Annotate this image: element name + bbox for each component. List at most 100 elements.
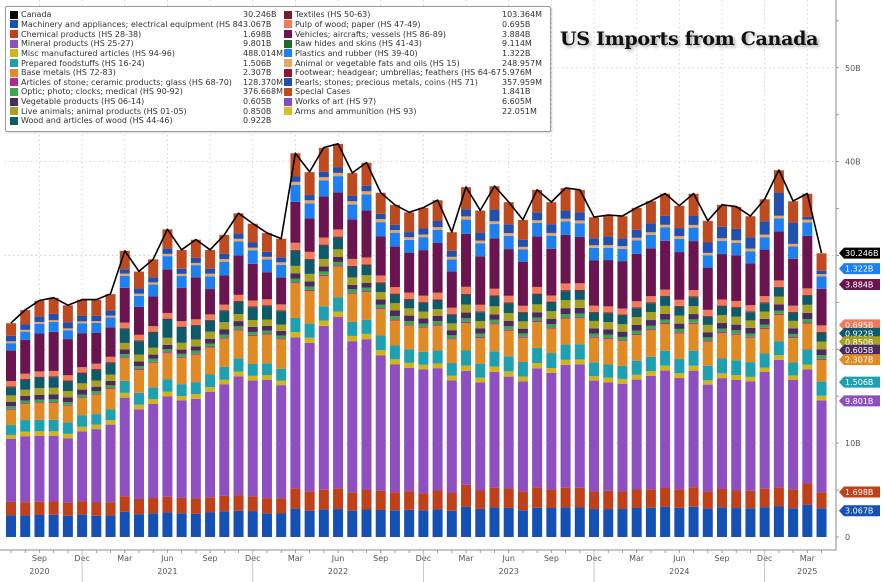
bar-segment xyxy=(688,193,699,217)
bar-segment xyxy=(190,325,201,340)
bar-segment xyxy=(788,333,799,338)
bar-segment xyxy=(389,246,400,288)
bar-segment xyxy=(318,171,329,178)
bar-stack xyxy=(48,297,59,537)
bar-segment xyxy=(503,507,514,537)
bar-segment xyxy=(133,409,144,499)
bar-segment xyxy=(119,354,130,358)
bar-segment xyxy=(304,172,315,196)
bar-segment xyxy=(418,237,429,251)
legend-item: Textiles (HS 50-63) 103.364M xyxy=(284,10,546,20)
bar-segment xyxy=(333,229,344,237)
bar-segment xyxy=(503,376,514,489)
bar-segment xyxy=(731,508,742,537)
bar-segment xyxy=(788,338,799,363)
bar-segment xyxy=(205,319,216,321)
bar-segment xyxy=(773,313,784,315)
value-tag-shape xyxy=(839,327,880,339)
bar-segment xyxy=(589,247,600,261)
bar-segment xyxy=(603,382,614,491)
bar-segment xyxy=(77,372,88,374)
legend-item: Articles of stone; ceramic products; gla… xyxy=(10,77,285,87)
bar-segment xyxy=(446,330,457,336)
bar-segment xyxy=(631,379,642,490)
bar-segment xyxy=(404,237,415,240)
bar-segment xyxy=(404,292,415,299)
bar-segment xyxy=(190,277,201,320)
bar-segment xyxy=(816,288,827,326)
legend-label: Textiles (HS 50-63) xyxy=(295,10,371,20)
legend-value: 9.114M xyxy=(502,39,532,49)
bar-segment xyxy=(361,489,372,510)
bar-segment xyxy=(162,353,173,380)
legend-item: Chemical products (HS 28-38) 1.698B xyxy=(10,29,285,39)
bar-segment xyxy=(546,508,557,537)
bar-segment xyxy=(333,256,344,262)
bar-segment xyxy=(276,513,287,537)
bar-segment xyxy=(318,509,329,537)
bar-segment xyxy=(261,375,272,380)
bar-segment xyxy=(190,394,201,399)
bar-segment xyxy=(318,266,329,272)
bar-segment xyxy=(560,318,571,345)
bar-stack xyxy=(190,239,201,537)
bar-segment xyxy=(6,434,16,440)
bar-segment xyxy=(660,305,671,314)
bar-segment xyxy=(603,245,614,248)
bar-segment xyxy=(361,194,372,211)
x-tick-label: Mar xyxy=(117,554,133,563)
legend-label: Arms and ammunition (HS 93) xyxy=(295,106,417,116)
bar-segment xyxy=(247,320,258,327)
bar-segment xyxy=(589,328,600,334)
bar-segment xyxy=(404,239,415,253)
bar-segment xyxy=(219,304,230,311)
bar-segment xyxy=(532,487,543,508)
bar-segment xyxy=(290,153,301,177)
bar-segment xyxy=(717,328,727,333)
bar-segment xyxy=(205,391,216,498)
bar-segment xyxy=(603,334,614,339)
bar-segment xyxy=(589,333,600,337)
bar-segment xyxy=(261,498,272,514)
bar-segment xyxy=(475,256,486,305)
bar-segment xyxy=(788,489,799,509)
bar-segment xyxy=(162,253,173,257)
bar-segment xyxy=(233,241,244,256)
bar-segment xyxy=(617,315,628,325)
bar-segment xyxy=(375,304,386,309)
bar-segment xyxy=(276,238,287,258)
bar-segment xyxy=(660,295,671,297)
bar-segment xyxy=(148,513,159,537)
value-tag-shape xyxy=(839,279,880,291)
bar-segment xyxy=(674,507,685,537)
bar-stack xyxy=(631,207,642,537)
bar-segment xyxy=(6,387,16,396)
bar-segment xyxy=(432,309,443,317)
bar-segment xyxy=(148,284,159,297)
bar-segment xyxy=(816,325,827,332)
bar-segment xyxy=(247,242,258,248)
bar-segment xyxy=(205,289,216,315)
bar-segment xyxy=(802,504,813,537)
bar-segment xyxy=(461,219,472,234)
bar-segment xyxy=(318,320,329,326)
bar-segment xyxy=(788,362,799,376)
bar-segment xyxy=(717,507,727,537)
bar-segment xyxy=(48,376,59,378)
bar-segment xyxy=(162,344,173,350)
bar-segment xyxy=(6,395,16,402)
bar-segment xyxy=(333,192,344,230)
bar-segment xyxy=(62,380,73,382)
bar-segment xyxy=(247,326,258,332)
bar-segment xyxy=(389,345,400,360)
bar-segment xyxy=(631,240,642,254)
bar-segment xyxy=(247,375,258,381)
bar-segment xyxy=(261,330,272,334)
bar-segment xyxy=(631,324,642,331)
bar-segment xyxy=(560,317,571,319)
bar-segment xyxy=(532,304,543,313)
legend-label: Base metals (HS 72-83) xyxy=(21,68,116,78)
bar-segment xyxy=(290,242,301,250)
legend-swatch xyxy=(284,87,292,96)
bar-segment xyxy=(560,234,571,284)
